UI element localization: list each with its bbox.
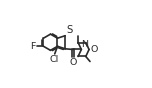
Text: O: O	[70, 58, 77, 67]
Text: S: S	[66, 25, 72, 35]
Text: O: O	[90, 45, 98, 54]
Text: F: F	[30, 42, 35, 51]
Text: N: N	[82, 40, 89, 49]
Text: Cl: Cl	[50, 55, 59, 64]
